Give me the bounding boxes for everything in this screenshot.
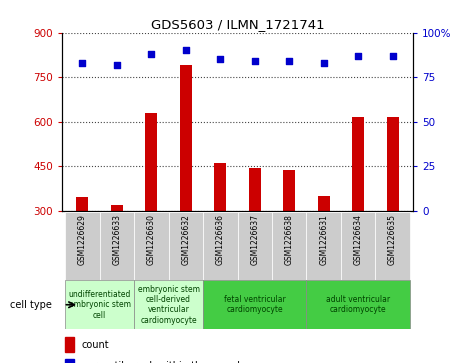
- Bar: [65, 212, 100, 280]
- Text: adult ventricular
cardiomyocyte: adult ventricular cardiomyocyte: [326, 295, 390, 314]
- Bar: [111, 205, 123, 211]
- Bar: [387, 117, 399, 211]
- Text: GSM1226633: GSM1226633: [113, 215, 122, 265]
- Bar: [214, 163, 226, 211]
- Bar: [306, 212, 341, 280]
- Bar: [375, 212, 410, 280]
- Bar: [249, 168, 261, 211]
- Bar: [180, 65, 192, 211]
- Text: count: count: [81, 340, 109, 350]
- Point: [251, 58, 258, 64]
- Bar: [134, 212, 169, 280]
- Text: GSM1226637: GSM1226637: [250, 215, 259, 265]
- Bar: [100, 212, 134, 280]
- Bar: [352, 117, 364, 211]
- Bar: [341, 212, 375, 280]
- Point: [113, 62, 121, 68]
- Bar: [65, 280, 134, 329]
- Bar: [65, 359, 74, 363]
- Bar: [65, 337, 74, 352]
- Bar: [283, 170, 295, 211]
- Point: [389, 53, 396, 59]
- Bar: [306, 280, 410, 329]
- Text: undifferentiated
embryonic stem
cell: undifferentiated embryonic stem cell: [68, 290, 131, 320]
- Point: [217, 56, 224, 62]
- Bar: [134, 280, 203, 329]
- Text: GSM1226630: GSM1226630: [147, 215, 156, 265]
- Bar: [238, 212, 272, 280]
- Bar: [145, 113, 157, 211]
- Text: GSM1226636: GSM1226636: [216, 215, 225, 265]
- Text: GSM1226635: GSM1226635: [388, 215, 397, 265]
- Text: GSM1226632: GSM1226632: [181, 215, 190, 265]
- Bar: [318, 196, 330, 211]
- Bar: [203, 280, 306, 329]
- Point: [354, 53, 362, 59]
- Text: GSM1226634: GSM1226634: [353, 215, 362, 265]
- Bar: [76, 197, 88, 211]
- Point: [182, 48, 190, 53]
- Point: [148, 51, 155, 57]
- Bar: [272, 212, 306, 280]
- Text: fetal ventricular
cardiomyocyte: fetal ventricular cardiomyocyte: [224, 295, 285, 314]
- Text: cell type: cell type: [10, 300, 52, 310]
- Point: [79, 60, 86, 66]
- Point: [320, 60, 327, 66]
- Text: percentile rank within the sample: percentile rank within the sample: [81, 362, 246, 363]
- Bar: [169, 212, 203, 280]
- Point: [285, 58, 293, 64]
- Text: GSM1226629: GSM1226629: [78, 215, 87, 265]
- Bar: [203, 212, 238, 280]
- Text: GSM1226638: GSM1226638: [285, 215, 294, 265]
- Title: GDS5603 / ILMN_1721741: GDS5603 / ILMN_1721741: [151, 19, 324, 32]
- Text: GSM1226631: GSM1226631: [319, 215, 328, 265]
- Text: embryonic stem
cell-derived
ventricular
cardiomyocyte: embryonic stem cell-derived ventricular …: [138, 285, 200, 325]
